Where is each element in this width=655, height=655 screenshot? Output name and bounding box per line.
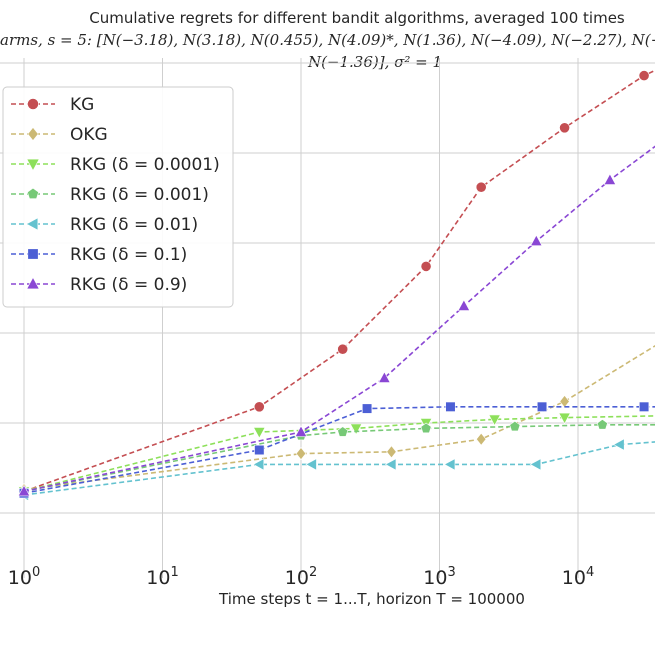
legend-item-rkg-0-0001: RKG (δ = 0.0001) <box>11 155 220 175</box>
legend-box <box>2 86 234 308</box>
series-line-rkg-0-0001 <box>23 415 655 493</box>
legend-marker-rkg-0-9 <box>26 276 40 290</box>
point-rkg-0-0001-2 <box>349 423 363 436</box>
point-rkg-0-01-6 <box>613 438 625 451</box>
point-rkg-0-1-3 <box>445 401 456 412</box>
chart-title-line-2: arms, s = 5: [N(−3.18), N(3.18), N(0.455… <box>0 31 655 49</box>
legend-item-kg: KG <box>11 95 94 115</box>
legend-label-rkg-0-001: RKG (δ = 0.001) <box>70 185 209 205</box>
legend-marker-okg <box>27 127 39 141</box>
point-rkg-0-9-4 <box>530 234 543 246</box>
point-rkg-0-01-3 <box>384 458 397 471</box>
legend-marker-rkg-0-1 <box>27 248 39 260</box>
legend-item-rkg-0-1: RKG (δ = 0.1) <box>11 245 187 265</box>
point-rkg-0-1-4 <box>536 401 548 412</box>
series-rkg-0-001 <box>18 419 655 497</box>
x-tick-label-2: 102 <box>285 565 317 589</box>
series-line-kg <box>23 69 655 493</box>
legend-marker-kg <box>27 98 39 110</box>
legend-item-rkg-0-9: RKG (δ = 0.9) <box>11 275 187 295</box>
point-rkg-0-1-2 <box>361 403 373 414</box>
point-kg-6 <box>638 70 650 81</box>
series-line-rkg-0-1 <box>23 405 655 494</box>
point-rkg-0-01-4 <box>443 458 456 471</box>
point-rkg-0-9-0 <box>17 484 31 497</box>
legend-marker-rkg-0-0001 <box>26 158 40 172</box>
series-rkg-0-0001 <box>17 412 655 499</box>
legend-label-rkg-0-0001: RKG (δ = 0.0001) <box>70 155 220 175</box>
legend-item-okg: OKG <box>11 125 108 145</box>
legend: KG OKG RKG (δ = 0.0001) RKG (δ = 0.001) RKG … <box>2 86 234 308</box>
point-rkg-0-9-5 <box>603 173 617 185</box>
legend-label-okg: OKG <box>70 125 108 145</box>
point-kg-1 <box>253 401 265 413</box>
point-rkg-0-0001-5 <box>558 412 571 425</box>
point-okg-1 <box>295 447 307 461</box>
chart-title-line-1: Cumulative regrets for different bandit … <box>89 9 625 27</box>
point-kg-2 <box>337 343 349 355</box>
legend-marker-rkg-0-001 <box>27 187 39 200</box>
point-rkg-0-0001-4 <box>488 414 501 427</box>
x-tick-label-0: 100 <box>8 565 40 589</box>
series-rkg-0-9 <box>17 145 655 497</box>
point-rkg-0-1-5 <box>638 401 650 412</box>
point-okg-3 <box>476 432 487 446</box>
point-rkg-0-0001-1 <box>253 427 266 439</box>
point-kg-3 <box>420 260 432 272</box>
series-line-rkg-0-01 <box>23 441 655 496</box>
point-kg-5 <box>559 122 570 134</box>
point-rkg-0-001-3 <box>420 422 432 434</box>
series-layer <box>17 69 655 502</box>
legend-label-rkg-0-9: RKG (δ = 0.9) <box>70 275 187 295</box>
point-okg-2 <box>386 445 397 459</box>
point-rkg-0-01-2 <box>305 458 317 471</box>
point-rkg-0-1-1 <box>254 444 265 456</box>
legend-item-rkg-0-001: RKG (δ = 0.001) <box>11 185 209 205</box>
series-rkg-0-01 <box>17 438 655 502</box>
chart-title-line-3: N(−1.36)], σ² = 1 <box>307 53 442 71</box>
point-okg-4 <box>559 394 570 408</box>
point-rkg-0-9-3 <box>457 299 471 311</box>
x-tick-label-3: 103 <box>423 565 455 589</box>
x-axis-label: Time steps t = 1...T, horizon T = 100000 <box>218 590 525 608</box>
legend-marker-rkg-0-01 <box>25 217 39 231</box>
legend-label-kg: KG <box>70 95 94 115</box>
point-rkg-0-9-1 <box>294 425 308 437</box>
point-rkg-0-001-2 <box>337 426 349 437</box>
point-rkg-0-01-1 <box>252 458 265 471</box>
point-rkg-0-01-5 <box>529 458 542 471</box>
x-tick-label-1: 101 <box>146 565 178 589</box>
legend-item-rkg-0-01: RKG (δ = 0.01) <box>11 215 198 235</box>
point-rkg-0-9-2 <box>378 371 391 383</box>
legend-label-rkg-0-1: RKG (δ = 0.1) <box>70 245 187 265</box>
x-tick-label-4: 104 <box>562 565 594 589</box>
legend-label-rkg-0-01: RKG (δ = 0.01) <box>70 215 198 235</box>
point-kg-4 <box>475 181 487 193</box>
point-rkg-0-001-4 <box>509 420 521 432</box>
x-axis-ticks: 100 101 102 103 104 <box>8 565 594 589</box>
point-rkg-0-001-5 <box>596 419 608 430</box>
